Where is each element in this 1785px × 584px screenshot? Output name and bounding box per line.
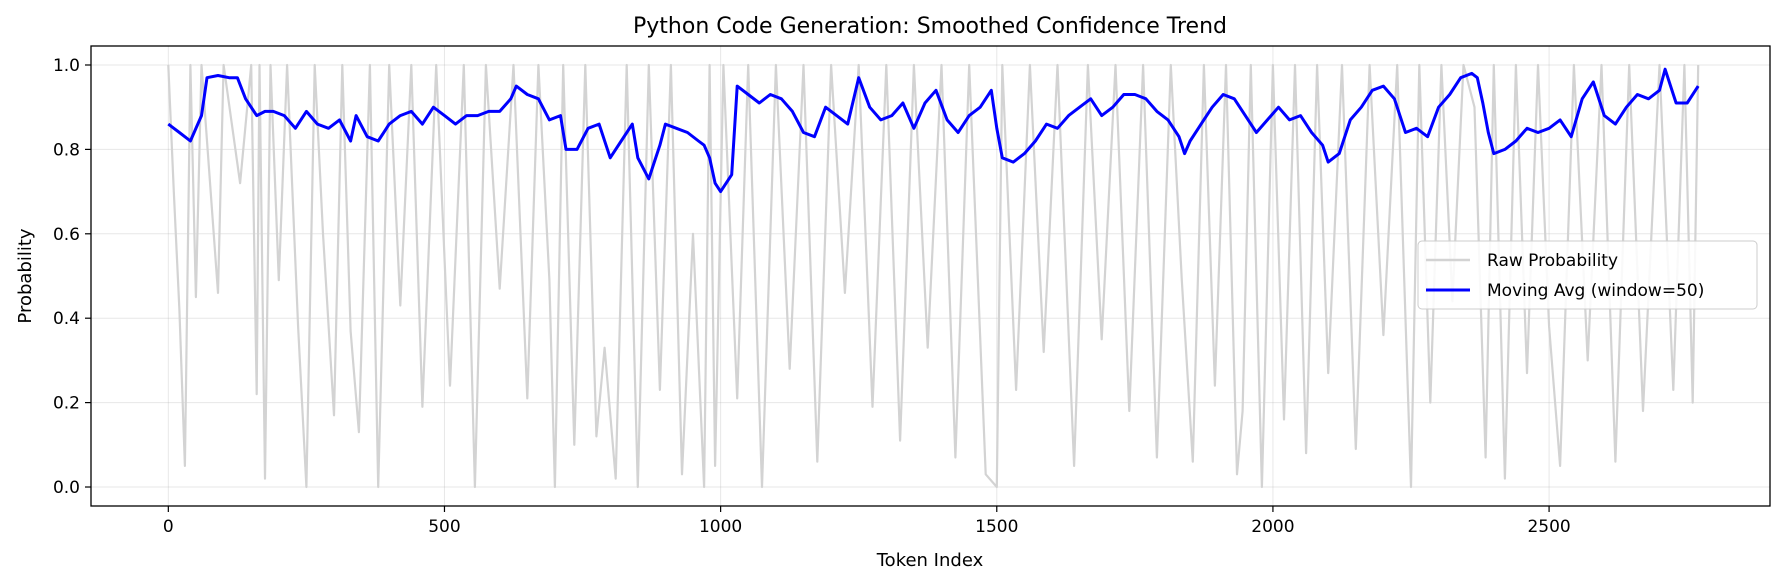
x-tick-label: 2000 xyxy=(1251,517,1294,537)
y-tick-label: 0.6 xyxy=(53,225,80,245)
x-tick-label: 1500 xyxy=(975,517,1018,537)
y-tick-label: 0.2 xyxy=(53,394,80,414)
legend-label-raw-probability: Raw Probability xyxy=(1487,251,1618,271)
moving-average-line xyxy=(167,67,1700,194)
legend-box xyxy=(1417,240,1758,310)
y-tick-label: 1.0 xyxy=(53,56,80,76)
y-tick-label: 0.8 xyxy=(53,140,80,160)
x-tick-label: 0 xyxy=(163,517,174,537)
raw-probability-layer xyxy=(167,63,1700,489)
raw-probability-line xyxy=(167,63,1700,489)
y-axis-label: Probability xyxy=(15,228,36,323)
y-tick-label: 0.4 xyxy=(53,309,80,329)
legend: Raw Probability Moving Avg (window=50) xyxy=(1417,240,1758,310)
x-axis-label: Token Index xyxy=(876,550,984,571)
x-axis-ticks: 0 500 1000 1500 2000 2500 xyxy=(163,506,1571,537)
x-tick-label: 1000 xyxy=(699,517,742,537)
legend-label-moving-average: Moving Avg (window=50) xyxy=(1487,281,1704,301)
chart-title: Python Code Generation: Smoothed Confide… xyxy=(633,14,1227,39)
x-tick-label: 2500 xyxy=(1527,517,1570,537)
y-tick-label: 0.0 xyxy=(53,478,80,498)
plot-frame xyxy=(90,45,1771,507)
moving-average-layer xyxy=(167,67,1700,194)
y-axis-ticks: 0.0 0.2 0.4 0.6 0.8 1.0 xyxy=(53,56,91,498)
x-tick-label: 500 xyxy=(428,517,460,537)
